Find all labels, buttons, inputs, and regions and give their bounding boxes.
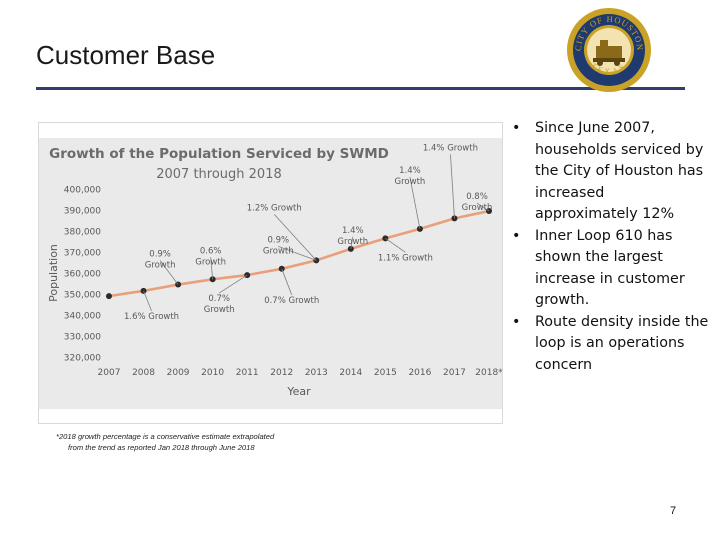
growth-annotation: 0.8% Growth (462, 192, 493, 213)
growth-annotation: 0.7% Growth (204, 294, 235, 315)
annotation-leader-line (278, 246, 317, 261)
y-tick-label: 370,000 (64, 249, 101, 259)
growth-annotation: 0.7% Growth (264, 296, 319, 306)
annotation-leader-line (218, 274, 248, 294)
annotation-leader-line (273, 214, 317, 261)
growth-annotation: 1.2% Growth (247, 203, 302, 213)
city-of-houston-seal-icon: CITY OF HOUSTON TEXAS (567, 8, 651, 92)
x-tick-label: 2015 (374, 368, 397, 378)
chart-background (39, 138, 502, 409)
annotation-leader-line (450, 154, 455, 219)
annotation-leader-line (476, 202, 490, 212)
chart-subtitle: 2007 through 2018 (156, 167, 282, 182)
growth-annotation: 1.4% Growth (337, 226, 368, 247)
data-point (106, 293, 112, 300)
x-tick-label: 2007 (98, 368, 121, 378)
growth-annotation: 1.4% Growth (395, 166, 426, 187)
x-tick-label: 2011 (236, 368, 259, 378)
y-tick-label: 360,000 (64, 270, 101, 280)
x-tick-label: 2016 (408, 368, 431, 378)
y-tick-label: 320,000 (64, 354, 101, 364)
x-tick-label: 2017 (443, 368, 466, 378)
bullet-item: Inner Loop 610 has shown the largest inc… (510, 226, 710, 312)
population-line-chart: Growth of the Population Serviced by SWM… (39, 138, 502, 409)
title-divider (36, 87, 685, 90)
x-tick-label: 2018* (475, 368, 502, 378)
bullet-list: Since June 2007, households serviced by … (510, 118, 710, 376)
x-tick-label: 2009 (167, 368, 190, 378)
growth-annotation: 0.6% Growth (195, 246, 226, 267)
x-tick-label: 2012 (270, 368, 293, 378)
annotation-leader-line (350, 236, 354, 249)
growth-annotation: 1.1% Growth (378, 253, 433, 263)
x-tick-label: 2010 (201, 368, 224, 378)
x-tick-label: 2008 (132, 368, 155, 378)
y-tick-label: 340,000 (64, 312, 101, 322)
y-tick-label: 400,000 (64, 186, 101, 196)
y-tick-label: 350,000 (64, 291, 101, 301)
data-point (278, 265, 285, 272)
x-tick-label: 2014 (339, 368, 362, 378)
y-tick-label: 380,000 (64, 228, 101, 238)
chart-footnote: *2018 growth percentage is a conservativ… (56, 431, 336, 453)
data-point (347, 245, 354, 252)
y-axis-label: Population (47, 244, 60, 302)
growth-annotation: 1.4% Growth (423, 143, 478, 153)
chart-title: Growth of the Population Serviced by SWM… (49, 146, 389, 162)
bullet-item: Route density inside the loop is an oper… (510, 312, 710, 377)
annotation-leader-line (210, 257, 214, 280)
x-axis-label: Year (286, 385, 311, 398)
y-tick-label: 330,000 (64, 333, 101, 343)
page-number: 7 (670, 505, 677, 517)
annotation-leader-line (159, 260, 179, 285)
slide-title: Customer Base (36, 40, 216, 70)
population-series-line (108, 209, 490, 298)
growth-annotation: 0.9% Growth (263, 235, 294, 256)
chart-frame: Growth of the Population Serviced by SWM… (38, 122, 503, 424)
y-tick-label: 390,000 (64, 207, 101, 217)
bullet-item: Since June 2007, households serviced by … (510, 118, 710, 226)
growth-annotation: 0.9% Growth (145, 250, 176, 271)
x-tick-label: 2013 (305, 368, 328, 378)
footnote-line: *2018 growth percentage is a conservativ… (56, 432, 275, 441)
annotation-leader-line (143, 290, 152, 311)
annotation-leader-line (409, 176, 421, 229)
annotation-leader-line (281, 268, 293, 295)
growth-annotation: 1.6% Growth (124, 312, 179, 322)
annotation-leader-line (385, 238, 406, 253)
footnote-line: from the trend as reported Jan 2018 thro… (68, 443, 255, 452)
